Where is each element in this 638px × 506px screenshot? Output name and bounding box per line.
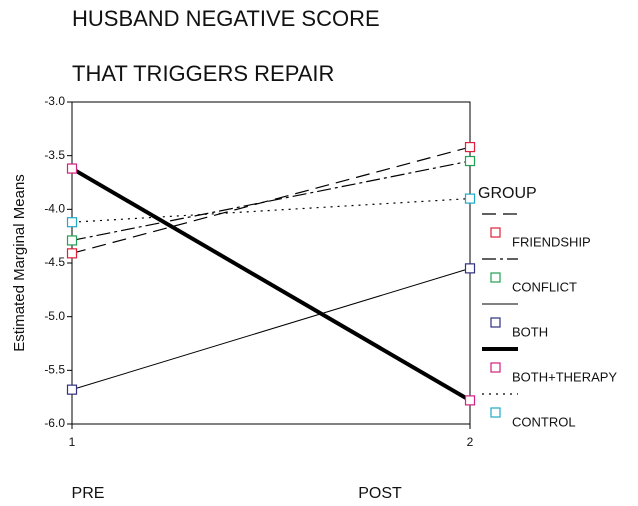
point-marker <box>66 248 78 259</box>
plot-frame <box>71 101 471 425</box>
chart-title: THAT TRIGGERS REPAIR <box>72 61 334 86</box>
series-line <box>71 267 471 391</box>
y-tick-label: -4.5 <box>44 255 65 269</box>
point-marker <box>66 163 78 174</box>
legend-label: CONFLICT <box>512 279 577 294</box>
series-line <box>70 166 472 403</box>
chart-title: HUSBAND NEGATIVE SCORE <box>72 6 380 31</box>
point-marker <box>66 217 78 228</box>
legend-marker <box>490 317 501 328</box>
legend-label: CONTROL <box>512 414 576 429</box>
legend-label: BOTH+THERAPY <box>512 369 617 384</box>
x-tick-label: 2 <box>467 435 474 449</box>
y-tick-label: -5.0 <box>44 309 65 323</box>
legend-marker <box>490 227 501 238</box>
y-tick-label: -5.5 <box>44 363 65 377</box>
series-line <box>71 146 471 254</box>
point-marker <box>464 155 476 167</box>
point-marker <box>464 395 476 406</box>
point-marker <box>464 193 476 204</box>
point-marker <box>66 235 78 246</box>
point-marker <box>464 263 476 274</box>
x-annotation: PRE <box>72 485 105 502</box>
legend-marker <box>490 362 501 373</box>
y-axis-label: Estimated Marginal Means <box>11 174 28 352</box>
legend-marker <box>490 272 501 283</box>
legend-label: FRIENDSHIP <box>512 234 591 249</box>
x-tick-label: 1 <box>69 435 76 449</box>
x-annotation: POST <box>358 485 402 502</box>
y-tick-label: -4.0 <box>44 202 65 216</box>
point-marker <box>66 384 78 395</box>
series-line <box>71 160 471 242</box>
legend-label: BOTH <box>512 324 548 339</box>
legend-title: GROUP <box>478 185 537 202</box>
y-tick-label: -3.5 <box>44 148 65 162</box>
y-tick-label: -3.0 <box>44 94 65 108</box>
y-tick-label: -6.0 <box>44 416 65 430</box>
legend-marker <box>490 407 501 418</box>
point-marker <box>464 141 476 153</box>
